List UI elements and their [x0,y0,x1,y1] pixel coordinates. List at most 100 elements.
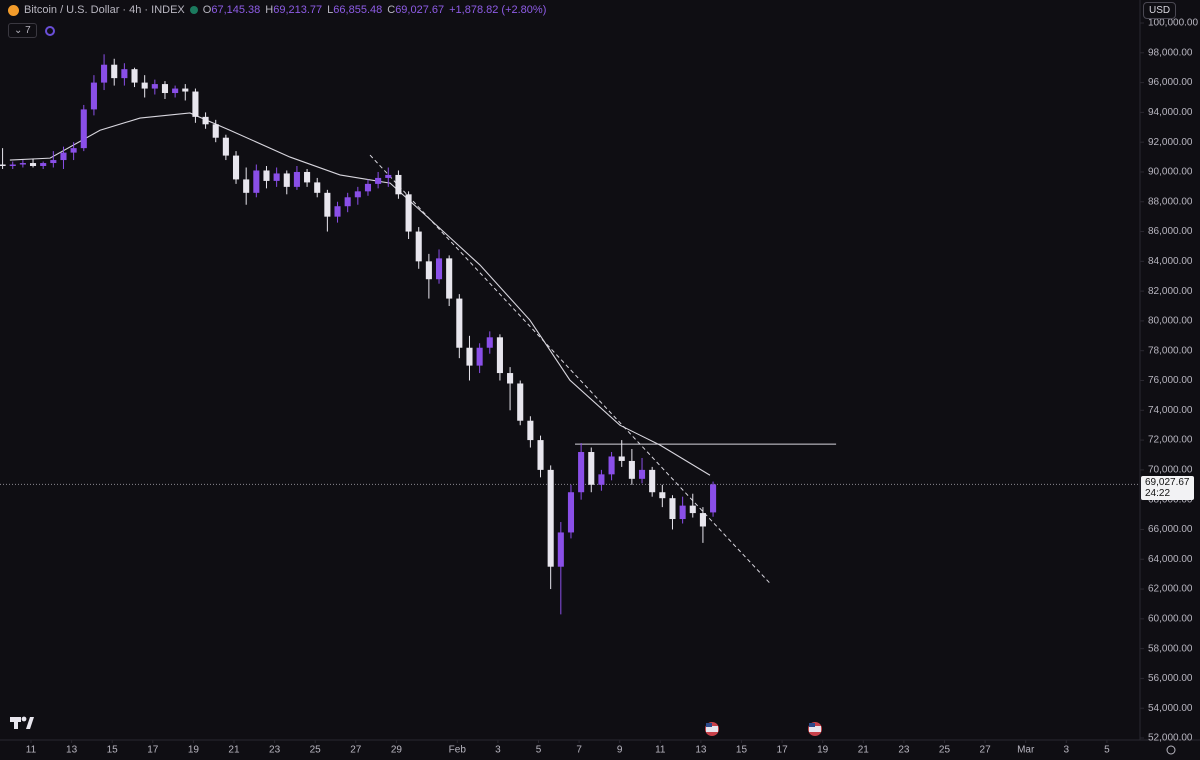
candle-body [263,170,270,181]
candle-body [131,69,138,83]
y-tick-label: 98,000.00 [1148,47,1193,58]
x-tick-label: Feb [449,745,467,756]
candle-body [60,152,67,161]
tv-logo [10,716,34,729]
event-flag[interactable] [705,722,719,736]
candle-body [456,298,463,348]
candle-body [0,164,6,167]
x-tick-label: 5 [1104,745,1110,756]
candle-body [466,347,473,366]
x-tick-label: 25 [310,745,322,756]
candle-body [29,163,37,167]
x-tick-label: 21 [228,745,240,756]
candle-body [344,197,351,207]
currency-button[interactable]: USD [1143,2,1177,19]
candle-body [385,174,392,178]
candle-body [232,155,240,180]
settings-icon[interactable] [1166,745,1176,755]
candle-body [618,456,625,461]
candle-body [364,183,372,192]
y-tick-label: 80,000.00 [1148,316,1193,327]
candle-body [638,469,646,479]
y-tick-label: 54,000.00 [1148,703,1193,714]
candle-body [578,452,585,493]
c-label: C [387,4,396,16]
x-tick-label: 11 [655,745,666,756]
candle-body [324,192,331,217]
candle-body [628,460,635,479]
x-tick-label: 13 [695,745,707,756]
candle-body [101,64,108,83]
candle-body [375,177,382,184]
indicator-bar: ⌄ 7 [8,23,55,38]
candle-body [141,82,148,89]
y-tick-label: 56,000.00 [1148,673,1193,684]
candle-body [608,456,615,475]
candle-body [172,88,179,94]
candle-body [50,160,57,164]
x-tick-label: 17 [777,745,789,756]
candle-body [598,474,605,485]
candle-body [537,440,544,470]
candle-body [121,69,128,79]
y-tick-label: 58,000.00 [1148,643,1193,654]
candle-body [476,347,483,366]
candle-body [80,109,87,149]
indicator-toggle[interactable]: ⌄ 7 [8,23,37,38]
l-label: L [327,4,334,16]
last-price: 69,027.67 [1145,477,1190,489]
candle-body [273,173,280,181]
low-value: 66,855.48 [333,4,383,16]
candle-body [669,498,676,520]
x-tick-label: 27 [980,745,992,756]
y-tick-label: 60,000.00 [1148,613,1193,624]
candle-body [70,148,77,153]
event-flag[interactable] [808,722,822,736]
change-value: +1,878.82 (+2.80%) [449,4,547,16]
candle-body [659,492,666,499]
y-tick-label: 88,000.00 [1148,196,1193,207]
y-tick-label: 52,000.00 [1148,733,1193,744]
candle-body [547,469,554,567]
moving-average [9,112,711,476]
x-tick-label: 15 [736,745,748,756]
candle-body [192,91,199,117]
candle-body [435,258,443,280]
x-tick-label: 11 [26,745,37,756]
header: Bitcoin / U.S. Dollar · 4h · INDEX O67,1… [8,4,546,16]
symbol-title: Bitcoin / U.S. Dollar · 4h · INDEX [24,4,185,16]
candle-body [517,383,524,421]
candle-body [202,116,209,125]
x-tick-label: 19 [188,745,200,756]
candle-body [415,231,422,262]
countdown: 24:22 [1145,488,1171,500]
candle-body [354,191,361,198]
candle-body [253,170,260,193]
x-tick-label: 13 [66,745,78,756]
candle-body [507,373,514,384]
last-price-label: 69,027.67 24:22 [1141,476,1194,501]
btc-icon [8,4,19,16]
indicator-icon[interactable] [44,25,55,36]
y-tick-label: 70,000.00 [1148,465,1193,476]
x-tick-label: 9 [617,745,623,756]
x-tick-label: 19 [817,745,829,756]
y-tick-label: 96,000.00 [1148,77,1193,88]
candle-body [19,163,26,165]
y-tick-label: 82,000.00 [1148,286,1193,297]
y-tick-label: 78,000.00 [1148,345,1193,356]
candle-body [182,88,189,92]
x-tick-label: 23 [269,745,281,756]
y-tick-label: 74,000.00 [1148,405,1193,416]
o-label: O [202,4,212,16]
candle-body [557,532,564,567]
candle-body [90,82,97,110]
y-tick-label: 94,000.00 [1148,107,1193,118]
market-status [189,6,198,14]
candle-body [588,452,595,485]
x-tick-label: 27 [350,745,362,756]
x-tick-label: 3 [495,745,501,756]
y-tick-label: 62,000.00 [1148,584,1193,595]
